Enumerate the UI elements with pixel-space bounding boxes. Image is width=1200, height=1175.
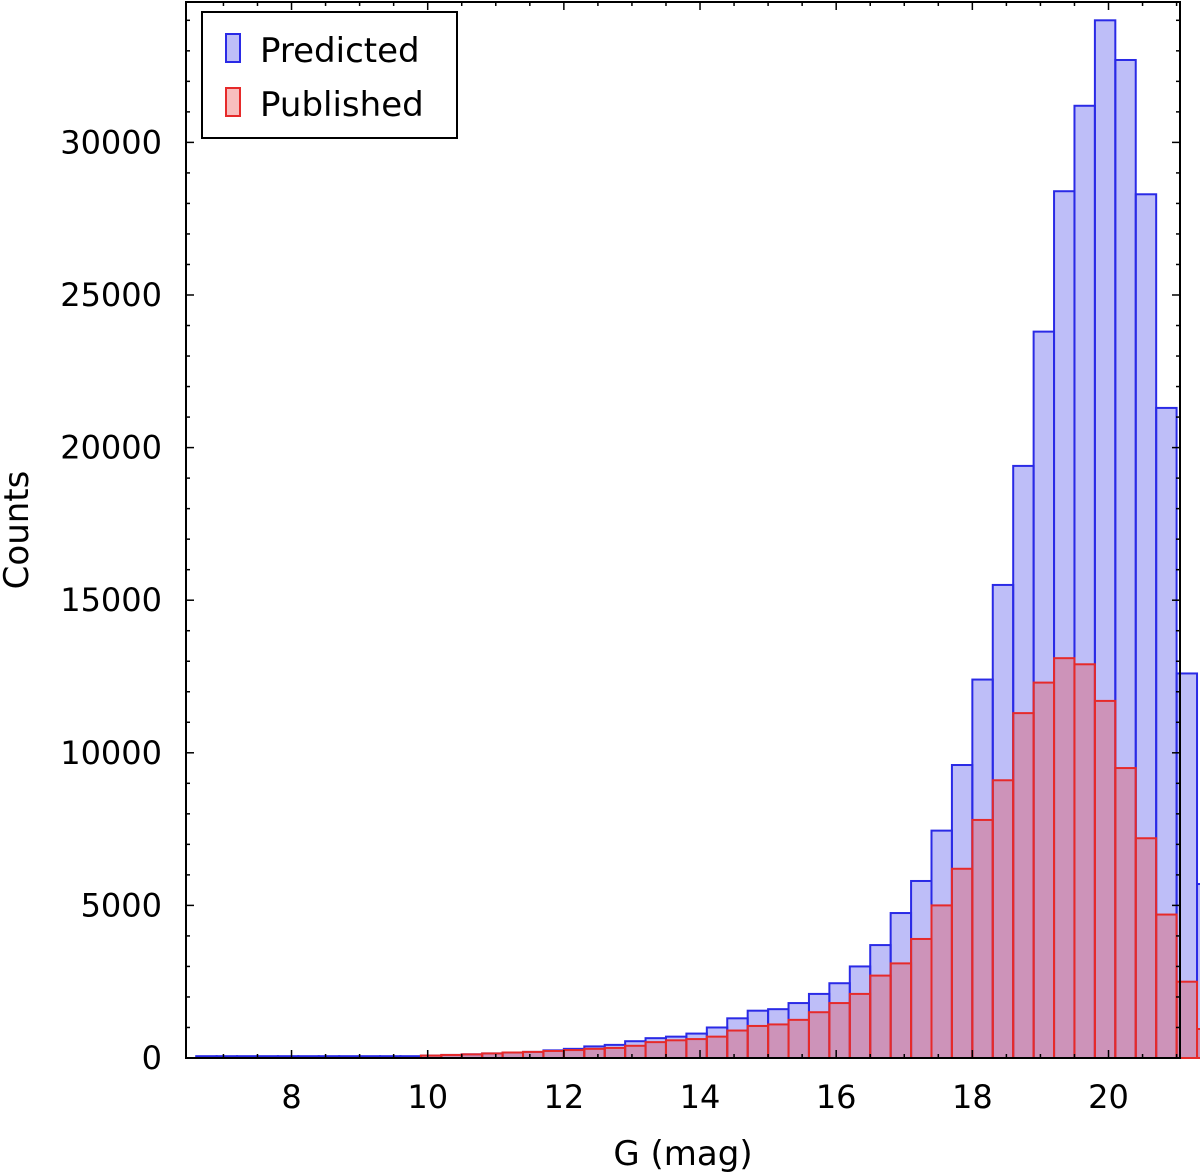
x-tick-label: 12	[543, 1078, 584, 1116]
y-tick-label: 30000	[60, 123, 162, 161]
published-bar	[1053, 657, 1076, 1059]
published-bar	[828, 1002, 851, 1059]
y-tick-label: 15000	[60, 581, 162, 619]
legend-swatch-predicted	[225, 33, 241, 63]
published-bar	[1114, 767, 1137, 1059]
published-bar	[807, 1011, 831, 1059]
y-axis-title: Counts	[0, 471, 37, 590]
published-bar	[726, 1029, 749, 1060]
published-bar	[1073, 663, 1096, 1059]
plot-frame	[185, 1, 1181, 1059]
published-bar	[787, 1018, 810, 1059]
published-bar	[1155, 913, 1178, 1059]
published-bar	[1196, 1028, 1200, 1060]
published-bar	[767, 1023, 790, 1060]
x-axis-title: G (mag)	[613, 1134, 752, 1174]
x-tick-label: 16	[816, 1078, 857, 1116]
published-bar	[664, 1039, 688, 1060]
x-tick-label: 20	[1088, 1078, 1129, 1116]
legend-box	[201, 11, 458, 139]
published-bar	[950, 867, 974, 1060]
x-tick-label: 14	[680, 1078, 721, 1116]
x-tick-label: 8	[281, 1078, 301, 1116]
published-bar	[910, 937, 933, 1059]
y-tick-label: 5000	[81, 886, 162, 924]
published-bar	[930, 904, 953, 1060]
published-bar	[583, 1047, 606, 1059]
published-bar	[746, 1024, 770, 1059]
published-bar	[644, 1041, 667, 1060]
legend: Predicted Published	[201, 11, 458, 139]
published-bar	[1093, 699, 1117, 1059]
plot-background	[186, 2, 1180, 1058]
y-tick-label: 0	[142, 1039, 162, 1077]
published-bar	[1134, 837, 1158, 1059]
legend-label-published: Published	[260, 85, 424, 125]
y-tick-label: 25000	[60, 276, 162, 314]
x-axis: 8 10 12 14 16 18 20	[222, 2, 1178, 1116]
published-bar	[624, 1044, 647, 1060]
published-bar	[971, 818, 994, 1059]
published-bar	[991, 779, 1015, 1060]
legend-label-predicted: Predicted	[260, 31, 420, 71]
y-tick-label: 10000	[60, 734, 162, 772]
published-bar	[1175, 980, 1199, 1060]
predicted-bar	[1196, 883, 1200, 1060]
x-tick-label: 18	[952, 1078, 993, 1116]
published-bar	[562, 1049, 586, 1060]
published-bar	[889, 962, 913, 1060]
x-tick-label: 10	[407, 1078, 448, 1116]
published-bar	[848, 992, 872, 1059]
y-tick-label: 20000	[60, 429, 162, 467]
legend-swatch-published	[225, 87, 241, 117]
published-bar	[1032, 681, 1056, 1059]
published-bar	[603, 1046, 627, 1060]
published-bar	[869, 974, 892, 1059]
y-axis: 0 5000 10000 15000 20000 25000 30000	[60, 19, 1180, 1077]
published-bar	[685, 1038, 708, 1059]
published-bar	[542, 1049, 565, 1059]
published-bar	[1012, 712, 1035, 1059]
published-bar	[705, 1035, 729, 1060]
